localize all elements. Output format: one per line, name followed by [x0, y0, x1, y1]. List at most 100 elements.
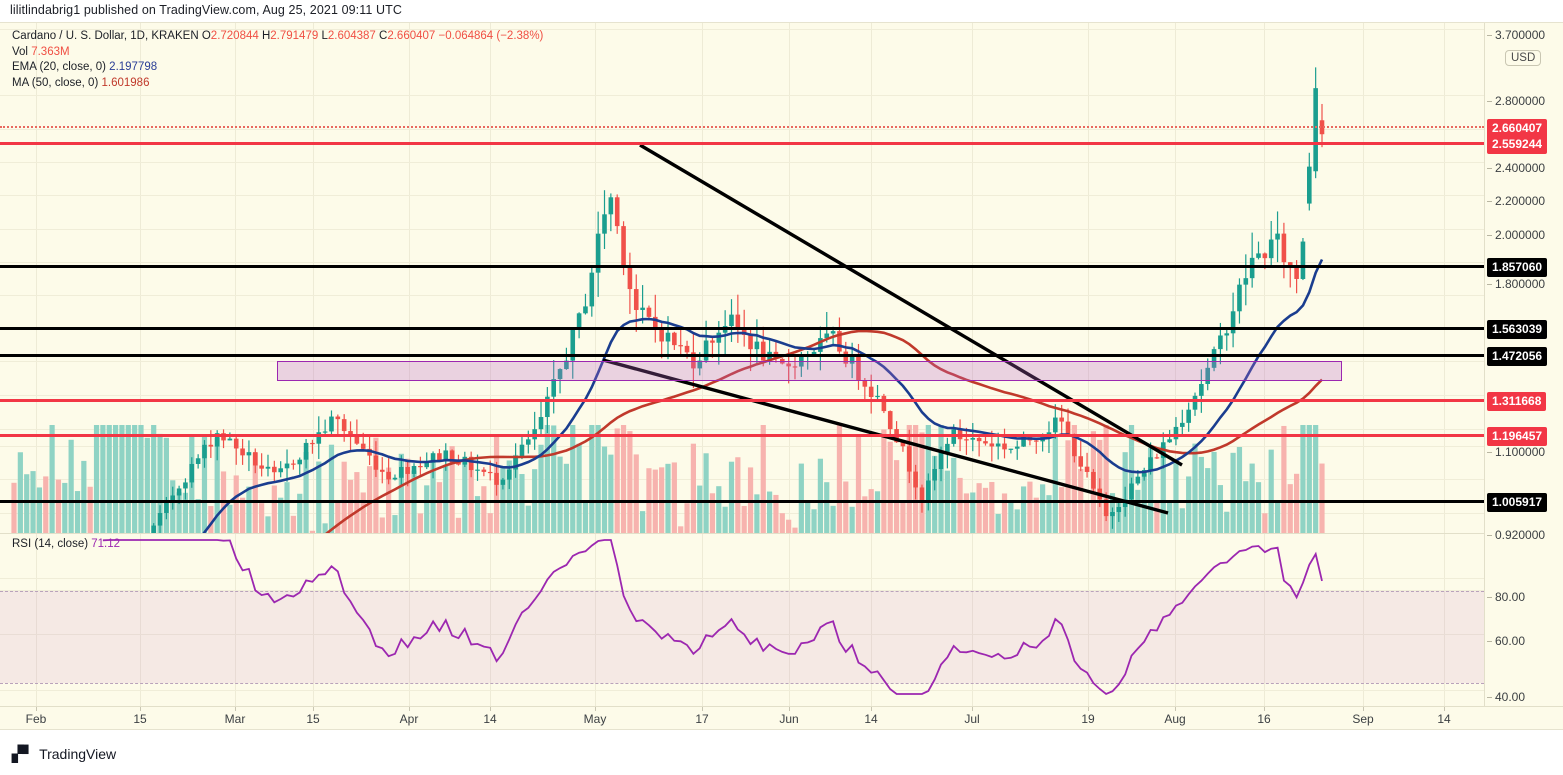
price-level-badge[interactable]: 1.005917 — [1487, 493, 1548, 512]
time-tick-mark — [140, 707, 141, 711]
price-level-line[interactable] — [0, 327, 1484, 330]
time-tick: 14 — [483, 712, 497, 726]
chart-container[interactable]: Cardano / U. S. Dollar, 1D, KRAKEN O2.72… — [0, 22, 1563, 730]
legend-open-value: 2.720844 — [210, 30, 259, 42]
price-level-badge[interactable]: 2.660407 — [1487, 119, 1548, 138]
time-tick-mark — [1363, 707, 1364, 711]
vertical-gridline — [1088, 534, 1089, 706]
horizontal-gridline — [0, 29, 1484, 30]
vertical-gridline — [409, 23, 410, 533]
vertical-gridline — [1444, 23, 1445, 533]
price-tick: 2.000000 — [1487, 228, 1545, 242]
price-tick: 1.800000 — [1487, 277, 1545, 291]
vertical-gridline — [1175, 23, 1176, 533]
vertical-gridline — [36, 534, 37, 706]
rsi-oversold-line — [0, 682, 1484, 684]
time-tick-mark — [1088, 707, 1089, 711]
legend-volume-value: 7.363M — [31, 45, 70, 58]
price-level-badge[interactable]: 2.559244 — [1487, 135, 1548, 154]
price-axis[interactable]: USD 3.700000 2.800000 2.400000 2.200000 2.00… — [1484, 23, 1563, 706]
ema20-line — [202, 258, 1324, 533]
chart-legend: Cardano / U. S. Dollar, 1D, KRAKEN O2.72… — [12, 29, 543, 91]
horizontal-gridline — [0, 578, 1484, 579]
rsi-band-30-70 — [0, 590, 1484, 683]
legend-ema-value: 2.197798 — [109, 61, 158, 73]
price-level-line[interactable] — [0, 142, 1484, 145]
time-tick-mark — [789, 707, 790, 711]
rsi-line — [102, 539, 1323, 696]
horizontal-gridline — [0, 395, 1484, 396]
price-level-line[interactable] — [0, 265, 1484, 268]
price-tick: 3.700000 — [1487, 28, 1545, 42]
rsi-pane[interactable]: RSI (14, close) 71.12 — [0, 534, 1484, 706]
price-level-line[interactable] — [0, 354, 1484, 357]
legend-ema-label: EMA (20, close, 0) — [12, 61, 106, 73]
horizontal-gridline — [0, 162, 1484, 163]
time-tick-mark — [595, 707, 596, 711]
vertical-gridline — [235, 534, 236, 706]
time-tick: Mar — [224, 712, 246, 726]
vertical-gridline — [313, 534, 314, 706]
price-level-line[interactable] — [0, 126, 1484, 128]
time-tick: Sep — [1352, 712, 1374, 726]
price-tick: 2.400000 — [1487, 161, 1545, 175]
vertical-gridline — [490, 534, 491, 706]
horizontal-gridline — [0, 634, 1484, 635]
trendline-drawings — [602, 143, 1183, 515]
legend-change-value: −0.064864 (−2.38%) — [438, 30, 544, 42]
time-tick-mark — [1264, 707, 1265, 711]
legend-high-label: H — [261, 30, 271, 42]
vertical-gridline — [1175, 534, 1176, 706]
horizontal-gridline — [0, 262, 1484, 263]
time-tick-mark — [702, 707, 703, 711]
horizontal-gridline — [0, 429, 1484, 430]
legend-ohlc-row: Cardano / U. S. Dollar, 1D, KRAKEN O2.72… — [12, 29, 543, 45]
price-level-badge[interactable]: 1.563039 — [1487, 320, 1548, 339]
price-pane[interactable]: Cardano / U. S. Dollar, 1D, KRAKEN O2.72… — [0, 23, 1484, 533]
time-tick-mark — [313, 707, 314, 711]
legend-close-value: 2.660407 — [387, 30, 436, 42]
price-level-line[interactable] — [0, 500, 1484, 503]
price-level-badge[interactable]: 1.311668 — [1487, 392, 1547, 411]
time-tick: 14 — [1437, 712, 1451, 726]
rsi-legend-value: 71.12 — [91, 538, 121, 550]
vertical-gridline — [1444, 534, 1445, 706]
time-tick: May — [583, 712, 607, 726]
time-axis[interactable]: Feb 15 Mar 15 Apr 14 May 17 Jun 14 Jul 19 Aug 16 Sep 14 — [0, 706, 1563, 730]
price-plot-svg — [11, 67, 1325, 533]
volume-bars — [11, 425, 1325, 533]
price-level-badge[interactable]: 1.472056 — [1487, 347, 1548, 366]
vertical-gridline — [140, 534, 141, 706]
time-tick-mark — [235, 707, 236, 711]
time-tick-mark — [36, 707, 37, 711]
currency-chip[interactable]: USD — [1505, 50, 1542, 66]
rsi-tick: 40.00 — [1487, 690, 1525, 704]
time-tick-mark — [871, 707, 872, 711]
price-level-badge[interactable]: 1.857060 — [1487, 258, 1548, 277]
vertical-gridline — [235, 23, 236, 533]
supply-zone-rectangle[interactable] — [277, 361, 1342, 381]
time-tick: Aug — [1164, 712, 1186, 726]
rsi-tick: 60.00 — [1487, 634, 1525, 648]
vertical-gridline — [789, 23, 790, 533]
horizontal-gridline — [0, 295, 1484, 296]
pane-divider — [0, 533, 1484, 534]
price-level-line[interactable] — [0, 399, 1484, 402]
price-level-badge[interactable]: 1.196457 — [1487, 427, 1548, 446]
trendline[interactable] — [602, 358, 1169, 515]
publish-credit-line: lilitlindabrig1 published on TradingView… — [10, 3, 402, 17]
horizontal-gridline — [0, 129, 1484, 130]
time-tick: 15 — [306, 712, 320, 726]
vertical-gridline — [972, 534, 973, 706]
time-tick-mark — [972, 707, 973, 711]
time-tick-mark — [1175, 707, 1176, 711]
vertical-gridline — [871, 534, 872, 706]
trendline[interactable] — [639, 143, 1183, 467]
vertical-gridline — [1088, 23, 1089, 533]
time-tick: 15 — [133, 712, 147, 726]
vertical-gridline — [595, 23, 596, 533]
time-tick: 19 — [1081, 712, 1095, 726]
legend-close-label: C — [379, 30, 388, 42]
vertical-gridline — [595, 534, 596, 706]
price-level-line[interactable] — [0, 434, 1484, 437]
